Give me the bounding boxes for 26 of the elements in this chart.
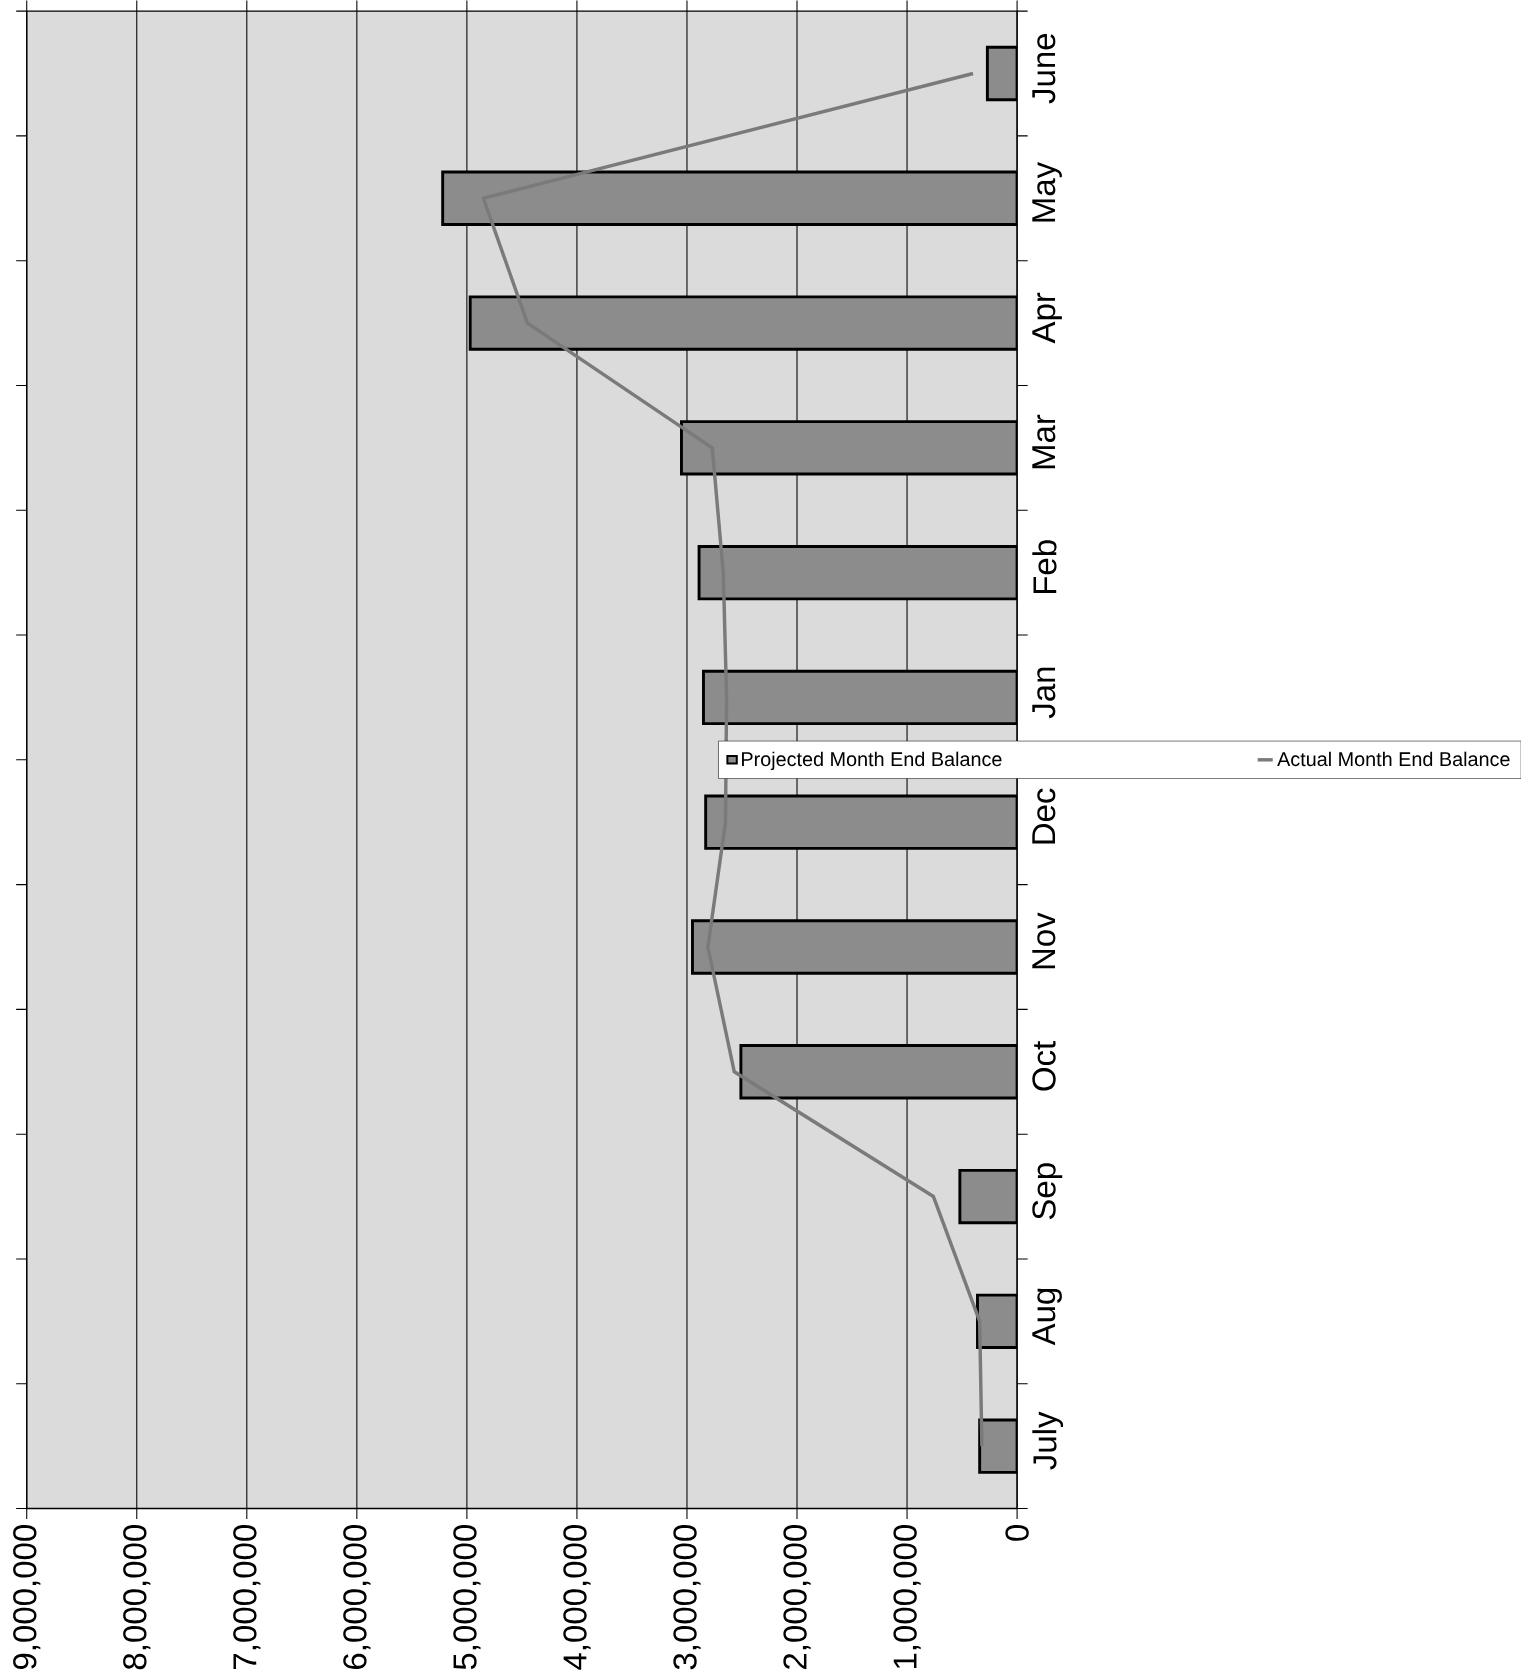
y-tick-label: Apr <box>1032 292 1062 344</box>
x-tick-label: 3,000,000 <box>673 1525 701 1670</box>
y-tick-label: July <box>1032 1411 1063 1470</box>
x-tick-label: 9,000,000 <box>12 1525 41 1670</box>
y-tick-label: Mar <box>1032 414 1056 469</box>
x-tick-label: 2,000,000 <box>783 1525 811 1669</box>
x-tick-label: 1,000,000 <box>893 1525 921 1669</box>
x-tick-label: 8,000,000 <box>122 1525 151 1670</box>
y-tick-label: Oct <box>1032 1041 1056 1091</box>
x-tick-label: 7,000,000 <box>233 1525 261 1669</box>
y-tick-label: Aug <box>1032 1288 1062 1346</box>
legend-label: Projected Month End Balance <box>741 751 1002 771</box>
y-tick-label: Dec <box>1032 788 1056 844</box>
x-tick-label: 6,000,000 <box>343 1525 371 1669</box>
x-tick-label: 4,000,000 <box>563 1525 591 1670</box>
y-tick-label: May <box>1032 161 1062 222</box>
y-tick-label: June <box>1032 33 1056 104</box>
bar <box>704 794 1017 850</box>
y-tick-label: Jan <box>1032 667 1056 719</box>
x-tick-label: 5,000,000 <box>453 1525 481 1670</box>
legend-label: Actual Month End Balance <box>1276 751 1510 767</box>
bar <box>739 1044 1017 1100</box>
x-tick-label: 0 <box>1005 1525 1029 1541</box>
y-tick-label: Feb <box>1032 540 1057 594</box>
y-tick-label: Sep <box>1032 1163 1063 1220</box>
y-tick-label: Nov <box>1032 912 1056 969</box>
